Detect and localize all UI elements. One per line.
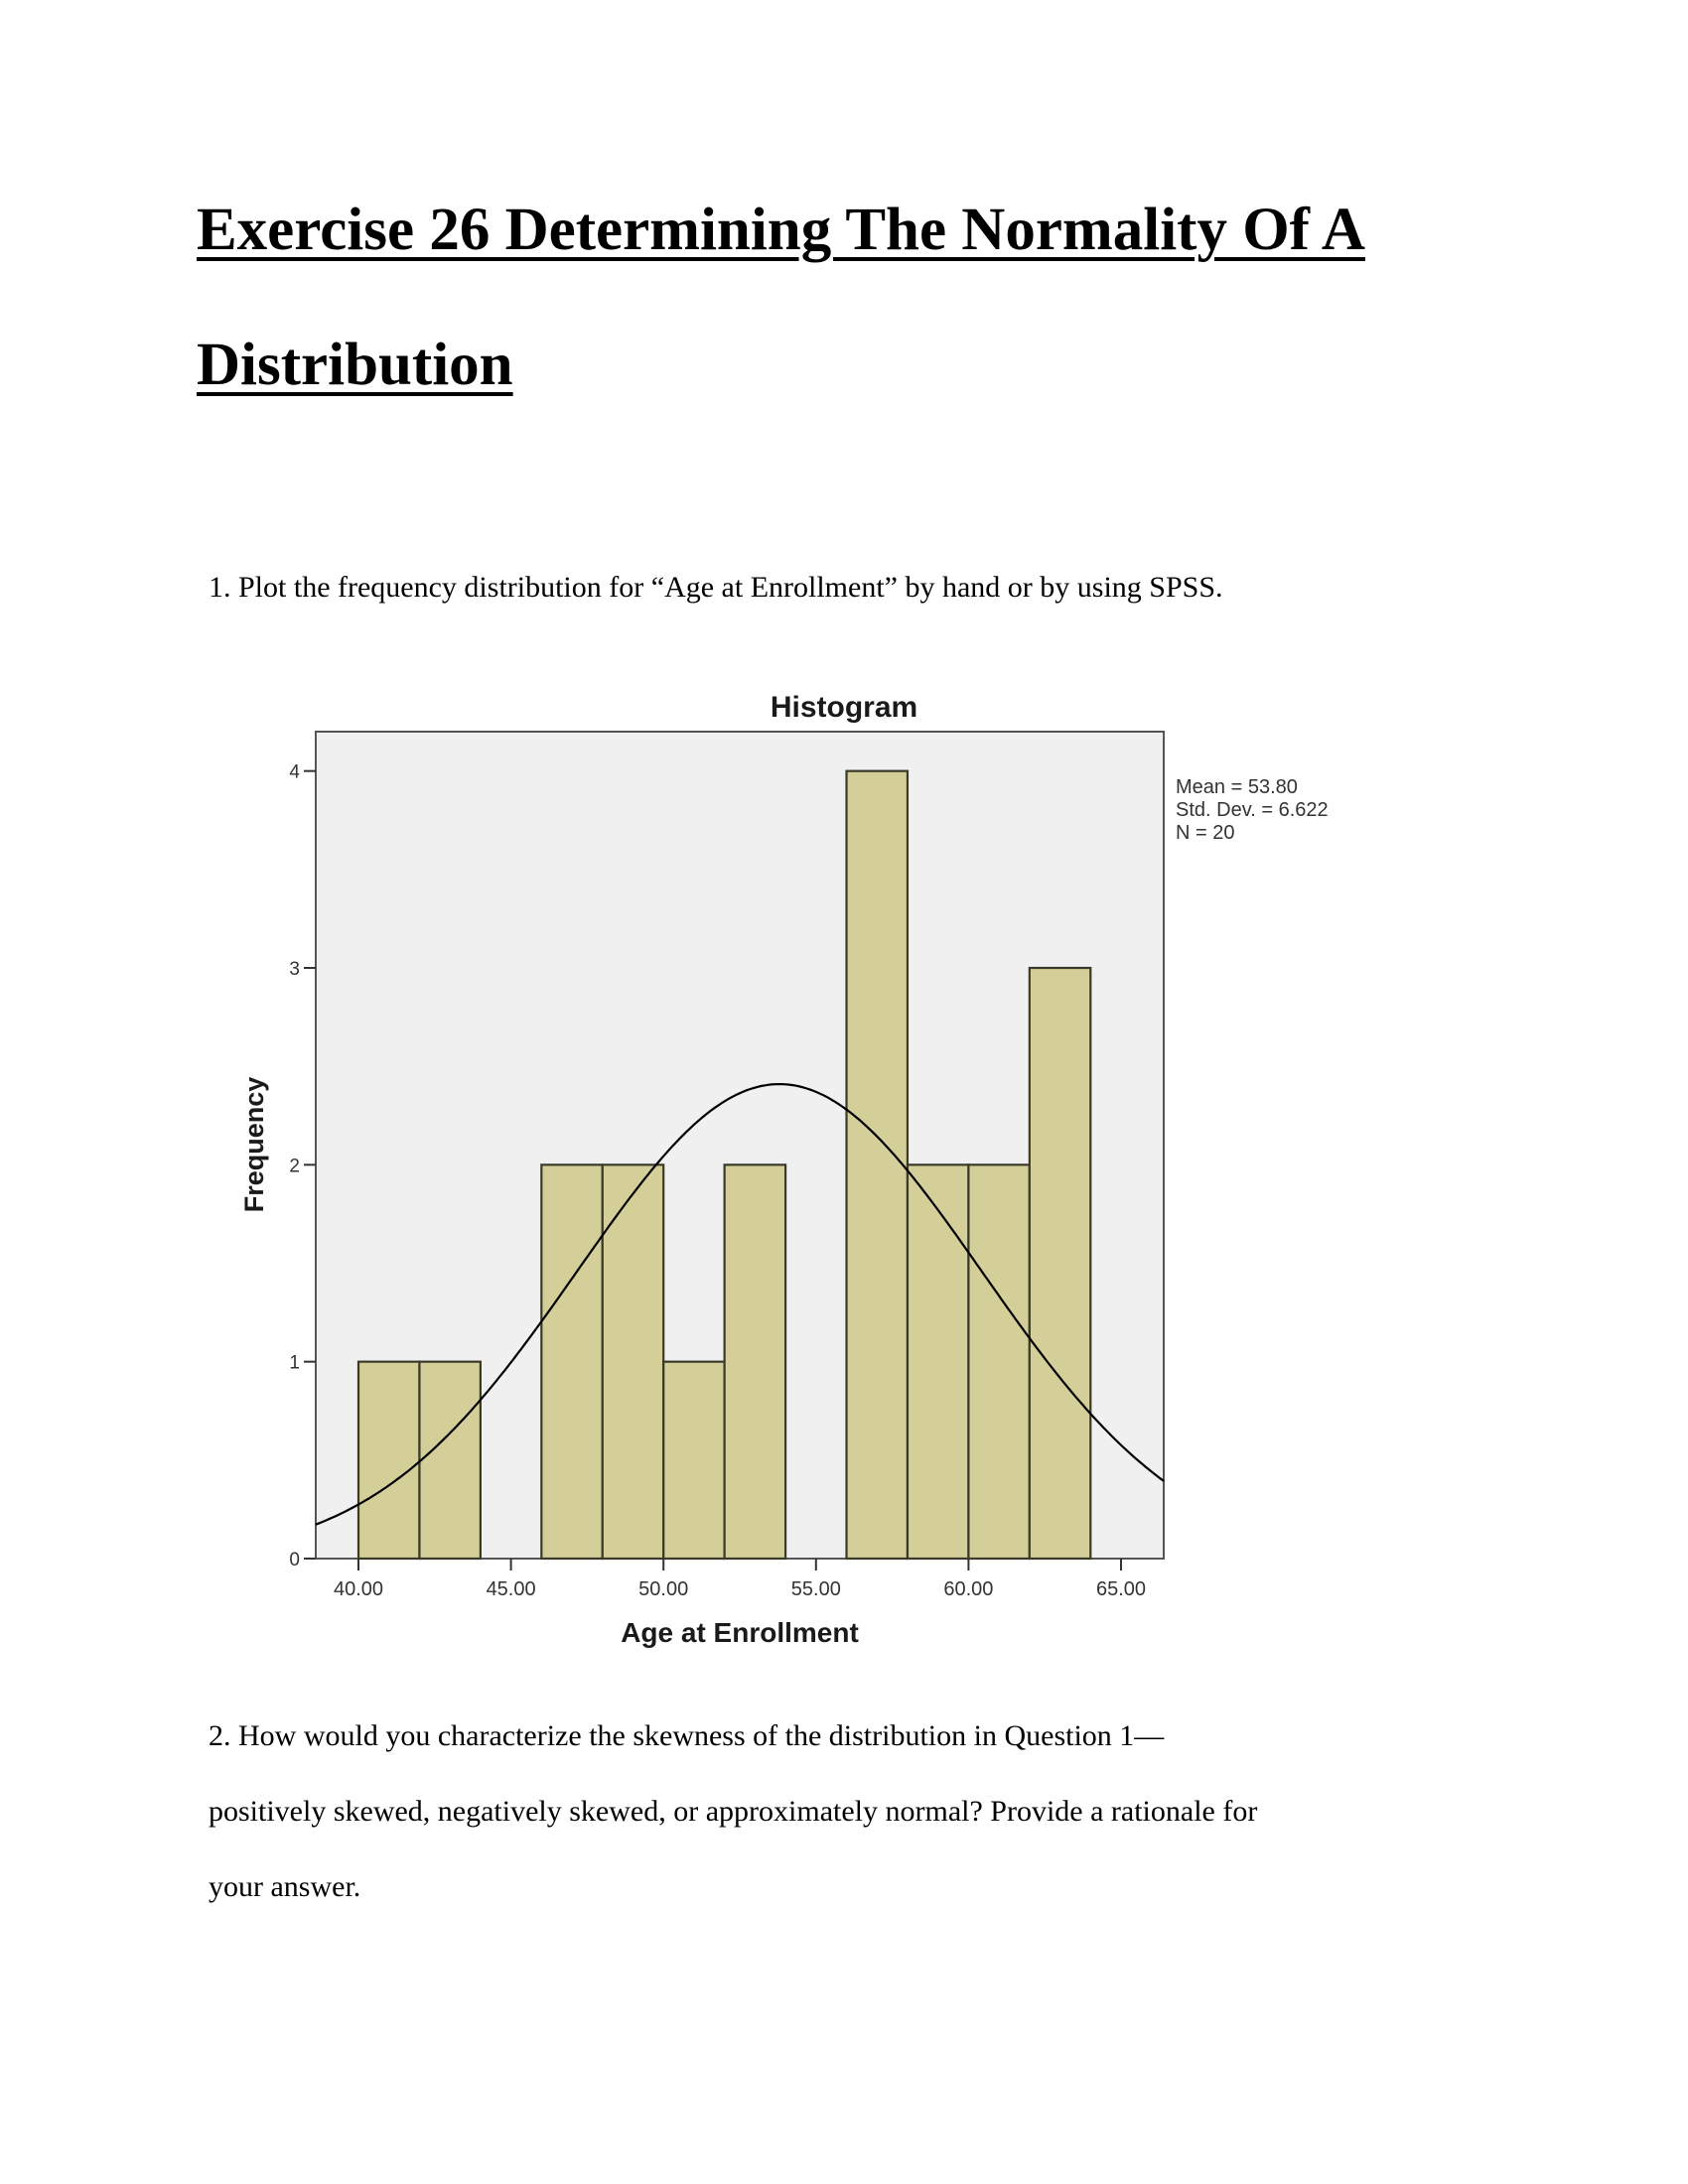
question-1: 1. Plot the frequency distribution for “…	[209, 571, 1223, 604]
x-tick-label: 60.00	[943, 1578, 993, 1600]
y-axis: 0 1 2 3 4	[289, 762, 316, 1570]
stats-line-0: Mean = 53.80	[1176, 776, 1298, 798]
histogram-bar-3	[540, 1163, 604, 1561]
histogram-bar-11	[1028, 966, 1092, 1561]
x-tick-label: 45.00	[487, 1578, 536, 1600]
y-tick-label: 4	[289, 762, 300, 783]
page-title-line-1: Exercise 26 Determining The Normality Of…	[197, 197, 1365, 263]
x-tick-label: 50.00	[638, 1578, 688, 1600]
y-tick-label: 3	[289, 959, 300, 980]
question-2-line-1: 2. How would you characterize the skewne…	[209, 1719, 1165, 1752]
stats-line-2: N = 20	[1176, 822, 1234, 844]
question-2-line-2: positively skewed, negatively skewed, or…	[209, 1795, 1258, 1828]
normal-curve	[315, 1083, 1165, 1526]
histogram-bar-0	[356, 1360, 421, 1561]
y-tick-label: 2	[289, 1156, 300, 1176]
chart-title: Histogram	[771, 691, 917, 724]
question-2-line-3: your answer.	[209, 1870, 361, 1903]
histogram-bar-4	[601, 1163, 665, 1561]
histogram-bar-8	[845, 769, 910, 1561]
y-tick-label: 1	[289, 1353, 300, 1374]
page-title-line-2: Distribution	[197, 332, 513, 398]
x-tick-label: 55.00	[791, 1578, 841, 1600]
x-tick-label: 65.00	[1096, 1578, 1146, 1600]
stats-line-1: Std. Dev. = 6.622	[1176, 799, 1329, 821]
histogram-bar-1	[418, 1360, 482, 1561]
y-tick-label: 0	[289, 1550, 300, 1570]
x-tick-label: 40.00	[334, 1578, 383, 1600]
x-axis-label: Age at Enrollment	[621, 1617, 859, 1648]
x-axis: 40.00 45.00 50.00 55.00 60.00 65.00	[334, 1559, 1146, 1600]
histogram-bar-5	[662, 1360, 726, 1561]
y-axis-label: Frequency	[239, 1077, 269, 1213]
histogram-bar-10	[967, 1163, 1031, 1561]
histogram-bar-9	[906, 1163, 970, 1561]
histogram-bars	[356, 769, 1092, 1561]
histogram-bar-6	[723, 1163, 787, 1561]
